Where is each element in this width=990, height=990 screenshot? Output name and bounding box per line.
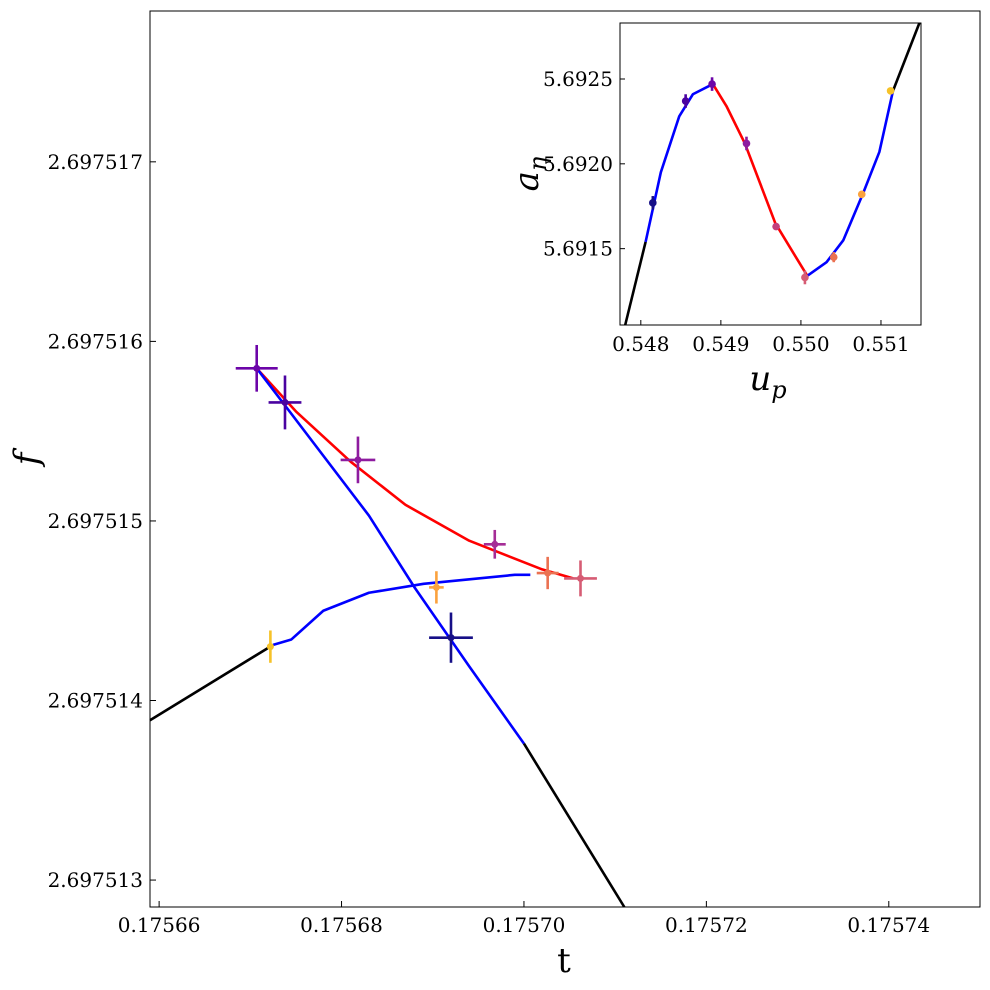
main-data-point-1 [266,630,274,663]
inset-data-point-4 [742,136,751,151]
inset-y-tick-label: 5.6915 [543,237,613,261]
main-data-point-3 [429,612,473,663]
main-data-point-4 [483,529,506,559]
inset-background [620,23,921,325]
inset-plot-frame [619,22,922,326]
inset-y-tick-label: 5.6925 [543,67,613,91]
inset-x-tick-label: 0.549 [692,332,749,356]
inset-data-point-9 [886,87,895,95]
inset-series-line-1 [623,241,647,326]
inset-x-tick-label: 0.548 [612,332,669,356]
main-y-tick-label: 2.697514 [48,689,143,713]
main-series-line-3 [255,367,574,580]
inset-y-tick-label: 5.6920 [543,152,613,176]
main-series-line-2 [272,573,531,647]
main-x-tick-label: 0.17566 [118,913,201,937]
main-plot-frame [149,10,981,908]
inset-series-line-5 [891,22,921,92]
main-data-point-9 [340,436,376,484]
inset-data-point-3 [708,77,716,91]
main-series-line-4 [255,367,526,745]
inset-data-point-8 [857,190,866,199]
inset-x-tick-label: 0.551 [852,332,909,356]
main-y-tick-label: 2.697517 [48,150,143,174]
main-y-tick-label: 2.697516 [48,329,143,353]
main-x-tick-label: 0.17574 [847,913,930,937]
main-x-axis-label: t [557,941,571,981]
main-y-tick-label: 2.697515 [48,509,143,533]
main-data-point-2 [429,571,444,604]
main-series-line-5 [522,742,626,908]
main-x-tick-label: 0.17572 [665,913,748,937]
inset-data-point-1 [649,196,657,210]
main-y-tick-label: 2.697513 [48,868,143,892]
main-data-point-5 [536,556,559,590]
inset-series-line-3 [711,83,809,277]
main-series-line-1 [149,643,274,722]
inset-plot: 0.548 0.549 0.550 0.551 5.69155.69205.6925 … [507,22,922,404]
inset-series-line-2 [644,82,714,243]
main-data-point-6 [564,560,597,597]
inset-data-point-7 [829,252,838,263]
inset-data-point-6 [801,270,809,285]
inset-data-point-2 [681,94,690,108]
main-x-tick-label: 0.17570 [483,913,566,937]
inset-x-tick-label: 0.550 [772,332,829,356]
inset-series-line-4 [806,90,895,277]
inset-data-point-5 [772,222,780,231]
main-data-point-7 [235,344,278,392]
main-x-tick-label: 0.17568 [300,913,383,937]
main-data-point-8 [268,375,302,430]
